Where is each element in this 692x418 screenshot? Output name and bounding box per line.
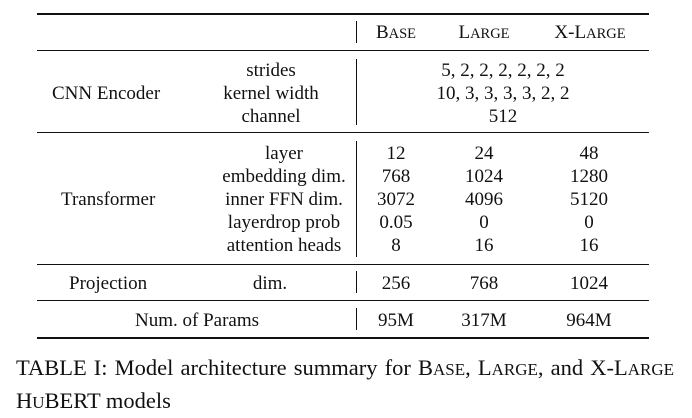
transformer-layerdrop-base: 0.05 — [379, 212, 413, 233]
column-header-base: BASE — [375, 22, 417, 43]
transformer-heads-label: attention heads — [226, 235, 342, 256]
transformer-layerdrop-large: 0 — [479, 212, 489, 233]
header-rule — [37, 50, 649, 51]
transformer-bottom-rule — [37, 264, 649, 265]
transformer-layer-base: 12 — [386, 143, 406, 164]
cnn-kernel-width-label: kernel width — [223, 83, 319, 104]
transformer-layer-xlarge: 48 — [579, 143, 599, 164]
header-vline — [356, 21, 357, 43]
column-header-xlarge: X-LARGE — [554, 22, 626, 43]
params-label: Num. of Params — [134, 310, 260, 331]
transformer-layerdrop-xlarge: 0 — [584, 212, 594, 233]
transformer-layer-label: layer — [265, 143, 303, 164]
projection-group-label: Projection — [69, 273, 148, 294]
params-vline — [356, 308, 357, 330]
transformer-ffn-xlarge: 5120 — [570, 189, 608, 210]
cnn-strides-label: strides — [246, 60, 296, 81]
transformer-heads-base: 8 — [391, 235, 401, 256]
cnn-strides-value: 5, 2, 2, 2, 2, 2, 2 — [441, 60, 565, 81]
cnn-encoder-group-label: CNN Encoder — [52, 83, 161, 104]
transformer-layerdrop-label: layerdrop prob — [227, 212, 341, 233]
params-base: 95M — [378, 310, 414, 331]
transformer-group-label: Transformer — [61, 189, 156, 210]
column-header-large: LARGE — [458, 22, 510, 43]
params-large: 317M — [461, 310, 507, 331]
transformer-embedding-large: 1024 — [465, 166, 503, 187]
table-caption: TABLE I: Model architecture summary for … — [16, 355, 674, 413]
cnn-bottom-rule — [37, 132, 649, 133]
transformer-vline — [356, 141, 357, 257]
cnn-channel-label: channel — [241, 106, 301, 127]
projection-vline — [356, 271, 357, 293]
cnn-vline — [356, 59, 357, 125]
transformer-embedding-base: 768 — [381, 166, 411, 187]
transformer-heads-large: 16 — [474, 235, 494, 256]
projection-bottom-rule — [37, 300, 649, 301]
projection-dim-large: 768 — [469, 273, 499, 294]
table-top-rule — [37, 13, 649, 15]
transformer-embedding-xlarge: 1280 — [570, 166, 608, 187]
cnn-channel-value: 512 — [488, 106, 518, 127]
params-xlarge: 964M — [566, 310, 612, 331]
transformer-heads-xlarge: 16 — [579, 235, 599, 256]
table-bottom-rule — [37, 337, 649, 339]
transformer-ffn-large: 4096 — [465, 189, 503, 210]
transformer-ffn-base: 3072 — [377, 189, 415, 210]
cnn-kernel-width-value: 10, 3, 3, 3, 3, 2, 2 — [436, 83, 570, 104]
projection-dim-base: 256 — [381, 273, 411, 294]
transformer-embedding-label: embedding dim. — [222, 166, 346, 187]
transformer-ffn-label: inner FFN dim. — [225, 189, 343, 210]
projection-dim-xlarge: 1024 — [570, 273, 608, 294]
transformer-layer-large: 24 — [474, 143, 494, 164]
projection-dim-label: dim. — [252, 273, 288, 294]
